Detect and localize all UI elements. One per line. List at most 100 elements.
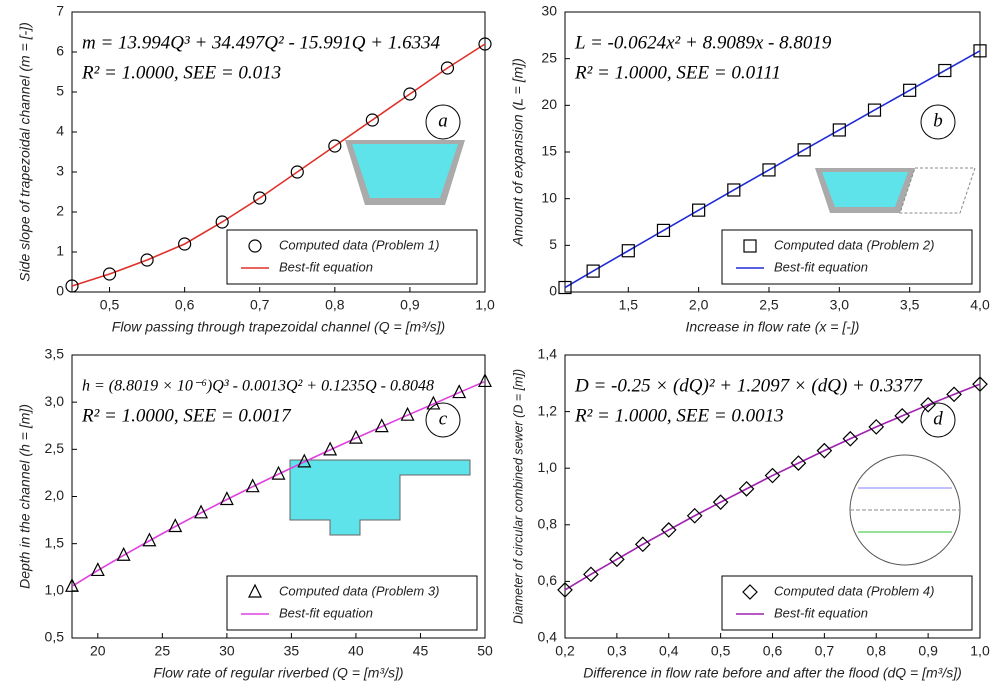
panel: 1,5 2,0 2,5 3,0 3,5 4,0 0 5 10 15 20 25 30 Increase i… (510, 3, 990, 335)
x-tick-label: 0,6 (763, 643, 783, 659)
legend-label: Best-fit equation (279, 259, 373, 274)
panel-label: c (439, 408, 448, 429)
x-tick-label: 3,0 (830, 297, 850, 313)
x-tick-label: 40 (348, 643, 364, 659)
panel-badge (425, 104, 461, 140)
marker (832, 123, 846, 137)
x-axis-label: Flow rate of regular riverbed (Q = [m³/s… (153, 665, 403, 681)
y-tick-label: 1,5 (45, 534, 65, 550)
x-tick-label: 1,5 (619, 297, 639, 313)
y-tick-label: 1,0 (538, 459, 558, 475)
x-tick-label: 0,4 (659, 643, 679, 659)
y-axis-label: Side slope of trapezoidal channel (m = [… (17, 22, 33, 282)
y-tick-label: 0,6 (538, 572, 558, 588)
y-tick-label: 2 (56, 203, 64, 219)
marker (842, 430, 859, 447)
marker (374, 418, 389, 433)
marker (478, 37, 492, 51)
y-tick-label: 1,4 (538, 346, 558, 362)
panel: 0,2 0,3 0,4 0,5 0,6 0,7 0,8 0,9 1,0 0,4 0,6 0,8 1,0 1… (511, 346, 990, 681)
marker (634, 536, 651, 553)
y-tick-label: 25 (541, 49, 557, 65)
x-tick-label: 2,0 (689, 297, 709, 313)
marker (452, 384, 467, 399)
equation: L = -0.0624x² + 8.9089x - 8.8019 (574, 32, 832, 53)
marker (365, 113, 379, 127)
y-tick-label: 3,5 (45, 346, 65, 362)
y-tick-label: 0,5 (45, 629, 65, 645)
marker (558, 280, 572, 295)
x-tick-label: 0,3 (607, 643, 627, 659)
x-tick-label: 0,9 (918, 643, 938, 659)
legend-box (226, 229, 478, 285)
marker (323, 441, 338, 456)
x-tick-label: 25 (155, 643, 171, 659)
y-tick-label: 1 (56, 243, 64, 259)
x-tick-label: 0,6 (175, 297, 195, 313)
equation: h = (8.8019 × 10⁻⁶)Q³ - 0.0013Q² + 0.123… (82, 378, 434, 395)
marker (790, 455, 807, 471)
panel-label: d (933, 408, 943, 429)
marker (738, 481, 755, 497)
marker (400, 406, 415, 421)
y-tick-label: 15 (541, 143, 557, 159)
marker (816, 442, 833, 459)
x-tick-label: 50 (477, 643, 493, 659)
x-tick-label: 0,5 (100, 297, 120, 313)
fit-stats: R² = 1.0000, SEE = 0.0017 (81, 405, 292, 426)
inset-river (289, 459, 471, 536)
x-tick-label: 1,0 (970, 643, 990, 659)
y-tick-label: 4 (56, 123, 64, 139)
marker (253, 191, 267, 205)
legend-label: Best-fit equation (774, 605, 868, 620)
plot-frame (71, 11, 486, 293)
fit-line (564, 50, 981, 289)
marker (328, 139, 342, 153)
marker (248, 583, 262, 598)
marker (692, 203, 706, 217)
marker (116, 546, 131, 561)
legend-label: Best-fit equation (774, 259, 868, 274)
x-tick-label: 0,7 (250, 297, 270, 313)
marker (727, 183, 741, 197)
fit-line (564, 383, 981, 591)
x-tick-label: 3,5 (900, 297, 920, 313)
x-tick-label: 35 (284, 643, 300, 659)
marker (245, 478, 260, 493)
marker (142, 532, 157, 547)
x-tick-label: 0,8 (867, 643, 887, 659)
y-tick-label: 3 (56, 163, 64, 179)
marker (868, 419, 885, 435)
legend-box (721, 575, 973, 631)
legend-label: Computed data (Problem 1) (279, 237, 439, 252)
legend-box (226, 575, 478, 631)
marker (140, 253, 154, 267)
inset-water (352, 144, 458, 198)
y-tick-label: 7 (56, 3, 64, 19)
marker (742, 584, 758, 600)
marker (762, 163, 776, 177)
equation: D = -0.25 × (dQ)² + 1.2097 × (dQ) + 0.33… (574, 375, 923, 396)
marker (946, 386, 962, 403)
fit-stats: R² = 1.0000, SEE = 0.0111 (574, 62, 781, 83)
panel-label: b (933, 110, 943, 131)
fit-stats: R² = 1.0000, SEE = 0.0013 (574, 405, 784, 426)
y-tick-label: 0 (56, 283, 64, 299)
marker (215, 215, 229, 229)
y-tick-label: 5 (549, 236, 557, 252)
x-tick-label: 4,0 (970, 297, 990, 313)
y-tick-label: 5 (56, 83, 64, 99)
x-axis-label: Difference in flow rate before and after… (583, 665, 962, 681)
y-tick-label: 10 (541, 189, 557, 205)
x-tick-label: 30 (219, 643, 235, 659)
marker (656, 223, 671, 237)
equation: m = 13.994Q³ + 34.497Q² - 15.991Q + 1.63… (82, 32, 441, 53)
marker (90, 562, 105, 577)
marker (609, 551, 625, 568)
marker (867, 103, 882, 117)
x-axis-label: Increase in flow rate (x = [-]) (686, 319, 860, 335)
y-tick-label: 2,5 (45, 440, 65, 456)
x-tick-label: 1,0 (475, 297, 495, 313)
marker (248, 239, 262, 253)
fit-line (71, 380, 486, 587)
